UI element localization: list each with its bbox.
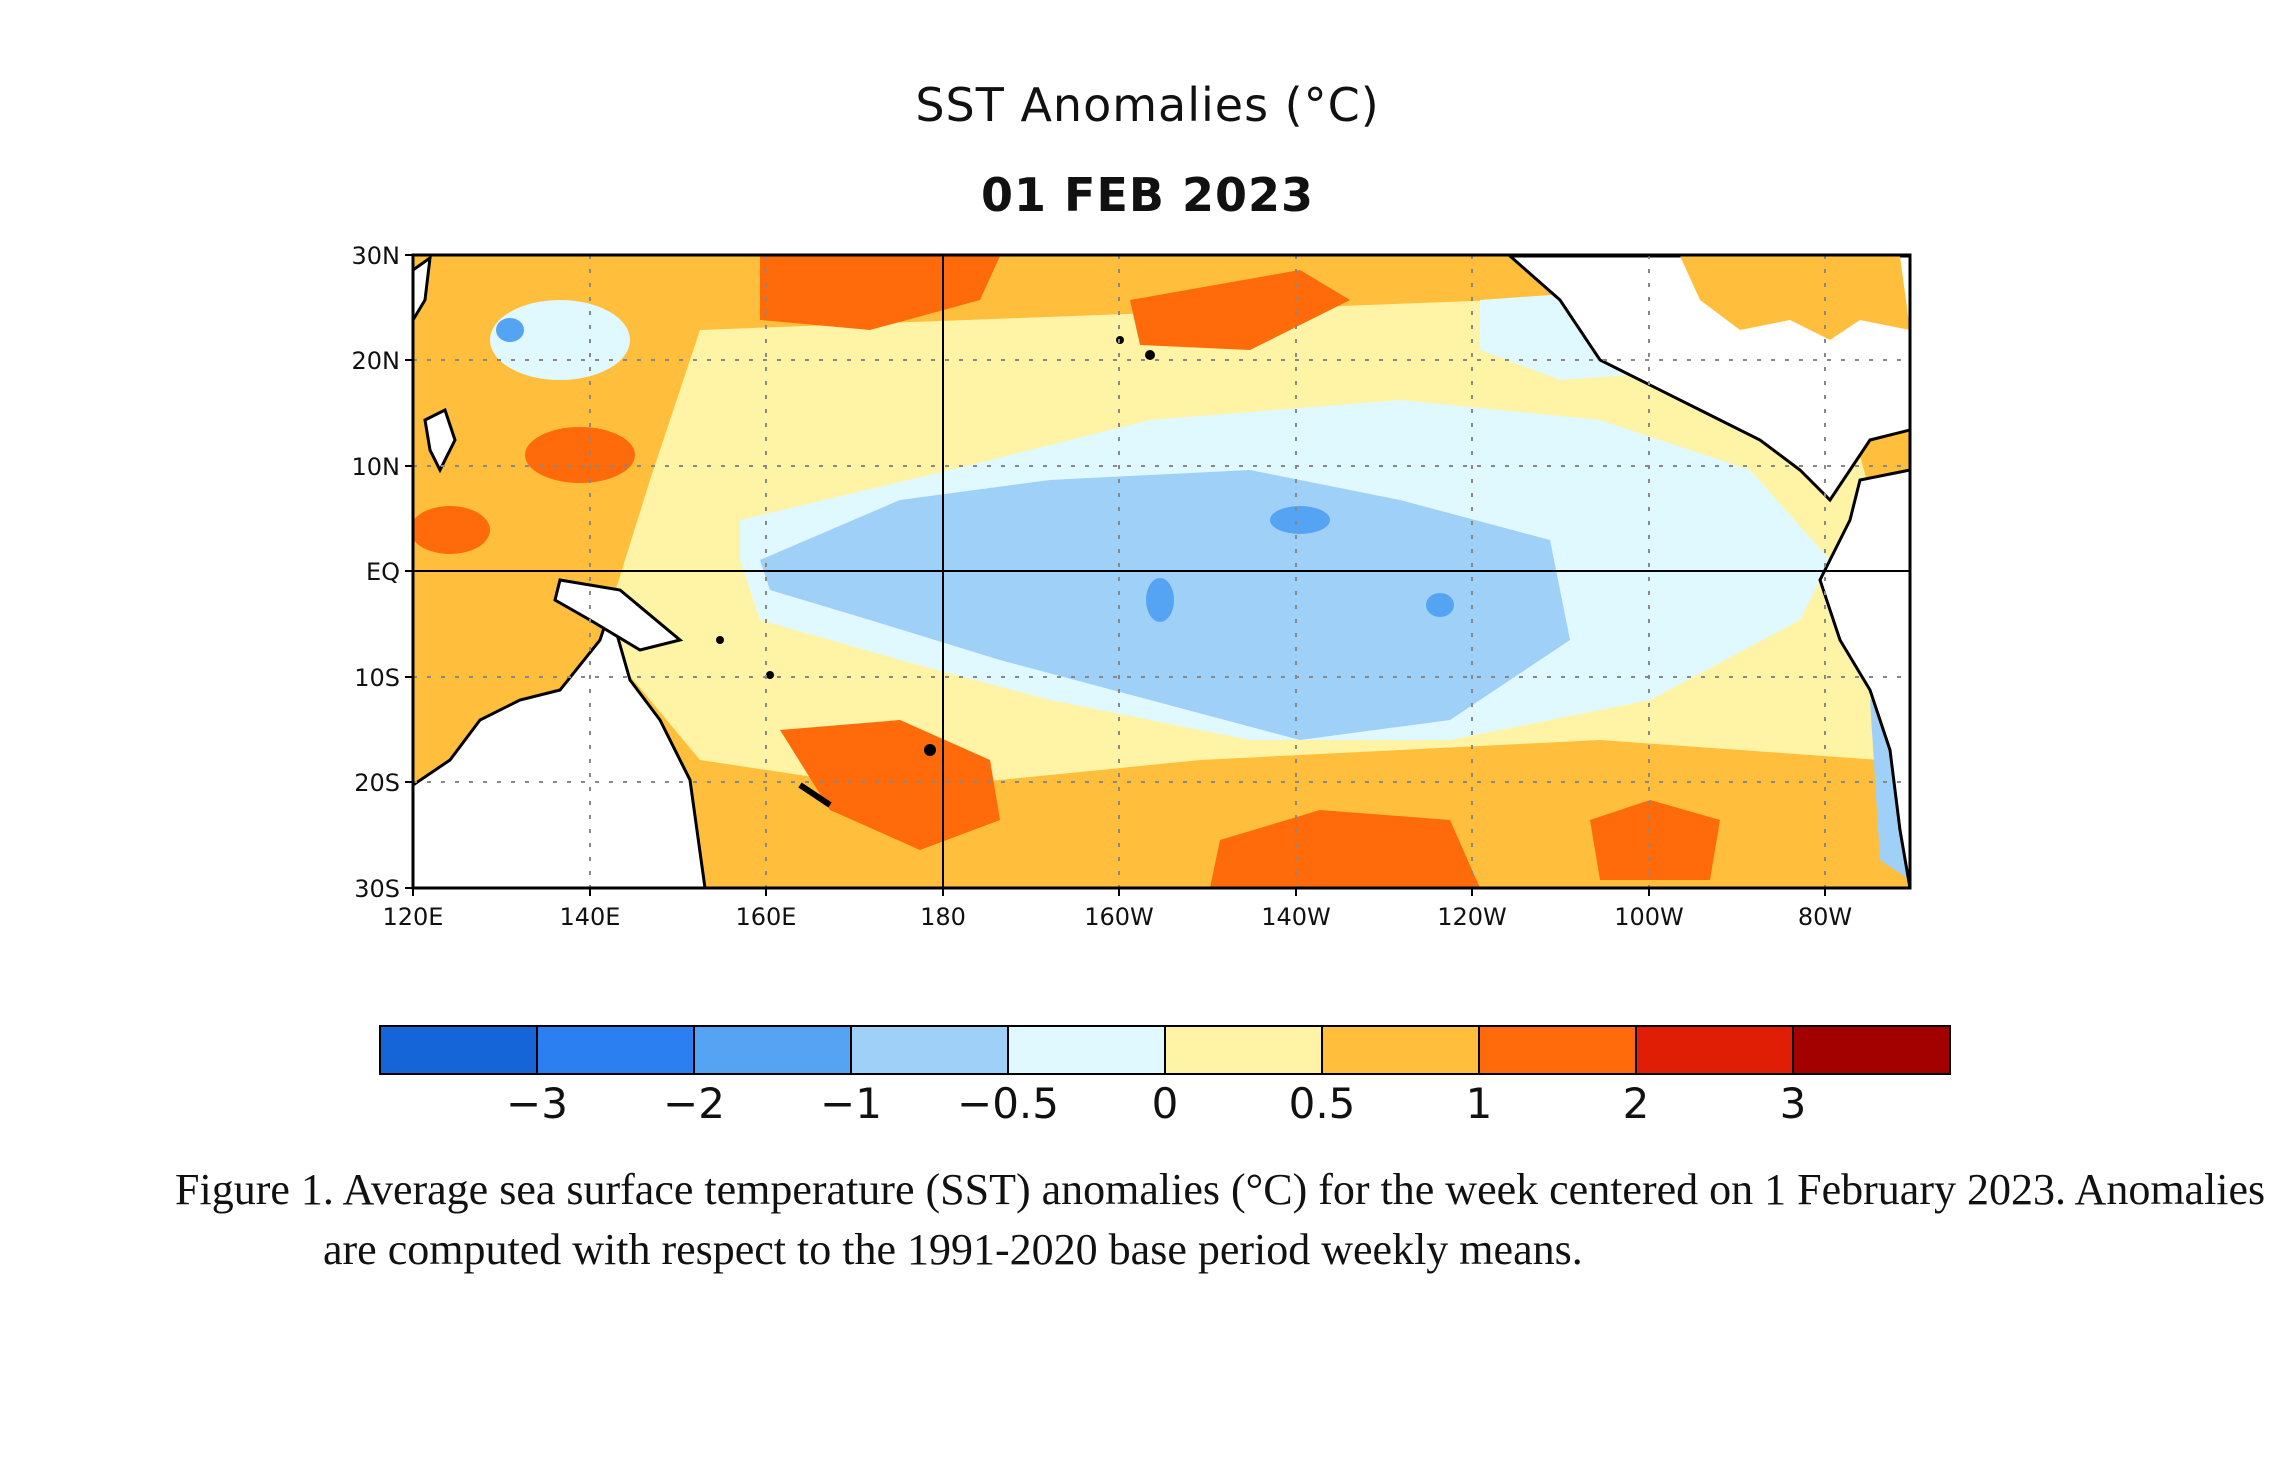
colorbar-swatch (850, 1025, 1009, 1075)
colorbar-swatch (1321, 1025, 1480, 1075)
colorbar-label: 2 (1623, 1079, 1650, 1128)
lat-label: 10N (352, 453, 401, 481)
colorbar-swatch (1007, 1025, 1166, 1075)
lat-label: 10S (354, 664, 400, 692)
colorbar-label: 0.5 (1289, 1079, 1356, 1128)
axis-ticks (405, 254, 1826, 896)
asia-coast-land (413, 255, 432, 323)
new-guinea-land (553, 578, 684, 652)
colorbar-swatch (1635, 1025, 1794, 1075)
hawaii-islands (1145, 350, 1155, 360)
colorbar-swatch (1478, 1025, 1637, 1075)
map-gridlines (413, 255, 1910, 888)
lon-label: 180 (920, 903, 966, 931)
field-warm-patch (525, 427, 635, 483)
colorbar-swatch (379, 1025, 538, 1075)
field-cool-patch (1270, 506, 1330, 534)
lon-label: 140E (560, 903, 621, 931)
lat-label: EQ (366, 558, 400, 586)
philippines-land (423, 407, 457, 474)
lon-label: 120E (383, 903, 444, 931)
vanuatu-islands (798, 782, 832, 808)
map-date: 01 FEB 2023 (981, 168, 1314, 222)
lat-label: 20N (352, 347, 401, 375)
colorbar-label: −2 (663, 1079, 725, 1128)
lon-label: 120W (1437, 903, 1507, 931)
field-warm-patch (1210, 810, 1480, 888)
field-warm-patch (780, 720, 1000, 850)
colorbar (379, 1025, 1951, 1075)
south-america-land (1818, 468, 1910, 888)
colorbar-label: 1 (1466, 1079, 1493, 1128)
solomon-islands (766, 671, 774, 679)
colorbar-swatch (693, 1025, 852, 1075)
field-warm-patch (760, 256, 1000, 330)
field-warm-patch (413, 506, 490, 554)
lon-label: 160W (1084, 903, 1154, 931)
lat-label: 20S (354, 769, 400, 797)
colorbar-label: −1 (820, 1079, 882, 1128)
colorbar-labels: −3 −2 −1 −0.5 0 0.5 1 2 3 (506, 1079, 1806, 1128)
colorbar-label: 3 (1780, 1079, 1807, 1128)
lat-label: 30N (352, 242, 401, 270)
lon-label: 80W (1798, 903, 1852, 931)
figure-caption: Figure 1. Average sea surface temperatur… (175, 1165, 2266, 1274)
lon-label: 160E (736, 903, 797, 931)
colorbar-swatch (536, 1025, 695, 1075)
field-warm-patch (1590, 800, 1720, 880)
colorbar-swatch (1792, 1025, 1951, 1075)
longitude-labels: 120E 140E 160E 180 160W 140W 120W 100W 8… (383, 903, 1853, 931)
fiji-islands (924, 744, 936, 756)
colorbar-label: −3 (506, 1079, 568, 1128)
colorbar-label: 0 (1152, 1079, 1179, 1128)
lat-label: 30S (354, 875, 400, 903)
field-cool-patch (496, 318, 524, 342)
latitude-labels: 30N 20N 10N EQ 10S 20S 30S (352, 242, 401, 903)
lon-label: 100W (1614, 903, 1684, 931)
lon-label: 140W (1261, 903, 1331, 931)
colorbar-label: −0.5 (957, 1079, 1059, 1128)
solomon-islands (716, 636, 724, 644)
land-masses (413, 255, 1910, 888)
gulf-of-mexico-field (1680, 256, 1910, 340)
map-title: SST Anomalies (°C) (915, 78, 1380, 132)
field-cool-patch (1146, 578, 1174, 622)
field-cool-patch (1426, 593, 1454, 617)
colorbar-swatch (1164, 1025, 1323, 1075)
field-warm-patch (1130, 270, 1350, 350)
